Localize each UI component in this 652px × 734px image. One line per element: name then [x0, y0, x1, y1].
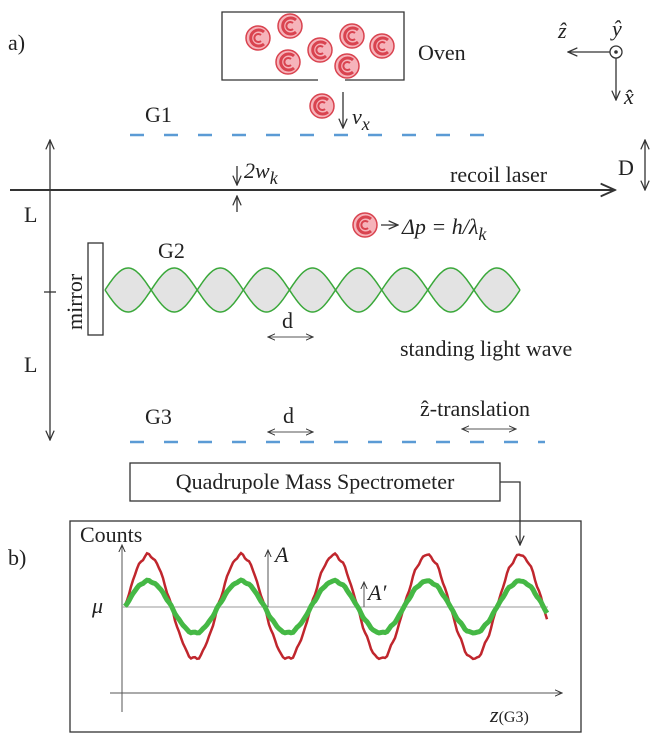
axis-z: ẑ [557, 18, 567, 43]
mirror-label: mirror [62, 273, 87, 330]
subscript: (G3) [499, 709, 529, 726]
laser-label: recoil laser [450, 162, 548, 187]
panel-label: a) [8, 30, 25, 55]
period-label: d [282, 308, 293, 333]
atom [308, 92, 336, 120]
standing-wave [104, 267, 521, 313]
formula: Δp = h/λ [401, 214, 478, 239]
detector-label: Quadrupole Mass Spectrometer [176, 469, 455, 494]
amplitude-label: A [273, 542, 289, 567]
axis-y: ŷ [610, 16, 622, 41]
axis-x: x̂ [623, 84, 634, 109]
x-axis-label: z(G3) [489, 702, 529, 727]
subscript: k [270, 168, 279, 188]
panel-label: b) [8, 545, 26, 570]
length-label: L [24, 352, 37, 377]
signal-arrow [500, 481, 520, 545]
mirror [87, 242, 104, 336]
subscript: x [361, 114, 370, 134]
waist-label: 2wk [244, 158, 279, 188]
oven-atoms [244, 12, 396, 80]
symbol: 2w [244, 158, 270, 183]
symbol: z [489, 702, 499, 727]
signal-curve [123, 551, 549, 661]
y-axis-label: Counts [80, 522, 142, 547]
velocity-label: vx [352, 104, 370, 134]
grating-label: G3 [145, 404, 172, 429]
spacing-label: D [618, 155, 634, 180]
subscript: k [478, 224, 487, 244]
oven-box [221, 11, 405, 81]
plot-frame [69, 520, 582, 733]
atom [351, 211, 379, 239]
length-label: L [24, 202, 37, 227]
standing-wave-fill [105, 268, 520, 312]
amplitude-label: A′ [366, 580, 387, 605]
oven-label: Oven [418, 40, 466, 65]
grating-label: G2 [158, 238, 185, 263]
grating-label: G1 [145, 102, 172, 127]
wave-label: standing light wave [400, 336, 572, 361]
standing-wave [104, 267, 521, 313]
momentum-label: Δp = h/λk [401, 214, 487, 244]
signal-curve [123, 577, 550, 636]
translation-label: ẑ-translation [420, 396, 530, 421]
symbol: v [352, 104, 362, 129]
mean-label: μ [91, 593, 103, 618]
period-label: d [283, 403, 294, 428]
